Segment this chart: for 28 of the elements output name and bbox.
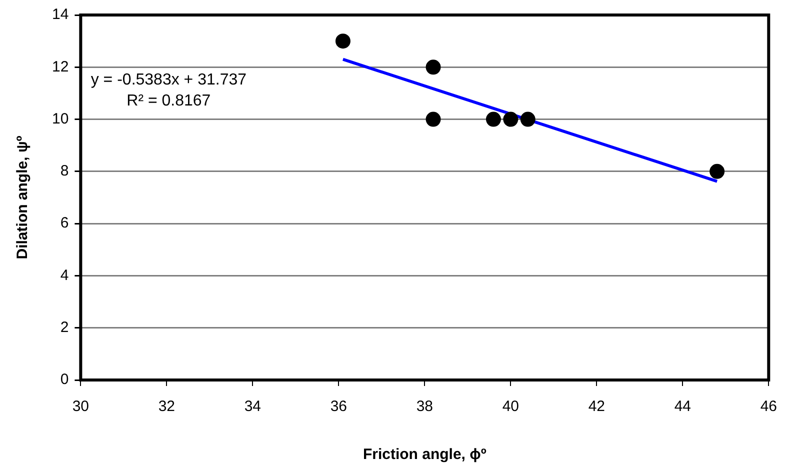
y-tick-label: 4 [60,266,69,284]
y-tick-label: 0 [60,371,69,388]
point [710,164,725,179]
point [503,112,518,127]
point [520,112,536,127]
x-tick-label: 44 [674,398,692,416]
x-tick-label: 42 [588,398,606,416]
point [486,112,501,127]
x-tick-label: 34 [244,398,262,416]
x-tick-label: 30 [72,398,90,416]
point [426,112,441,127]
x-tick-label: 36 [330,398,348,416]
y-tick-label: 2 [60,319,69,336]
x-tick-label: 32 [158,398,176,416]
x-axis-title: Friction angle, ϕº [362,446,487,464]
annotation: y = -0.5383x + 31.737 [90,71,247,88]
annotation: R² = 0.8167 [126,92,211,110]
x-tick-label: 40 [502,398,520,416]
y-tick-label: 12 [52,58,69,76]
y-tick-label: 6 [60,214,69,232]
point [335,34,350,49]
y-tick-label: 10 [52,110,69,128]
point [426,60,441,75]
y-tick-label: 8 [60,162,69,180]
y-axis-title: Dilation angle, ψº [14,135,32,260]
y-tick-label: 14 [52,6,69,24]
x-tick-label: 46 [760,398,777,416]
x-tick-label: 38 [416,398,434,416]
